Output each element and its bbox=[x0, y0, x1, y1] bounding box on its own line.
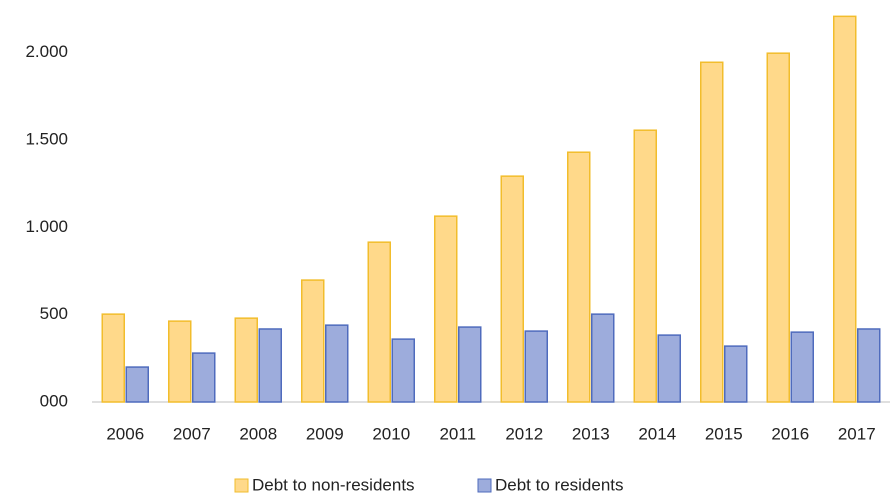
bar bbox=[633, 129, 657, 403]
legend-label: Debt to non-residents bbox=[252, 475, 415, 494]
y-tick-label: 1.000 bbox=[25, 217, 68, 236]
bar bbox=[168, 320, 192, 403]
bar bbox=[434, 215, 458, 403]
x-tick-label: 2011 bbox=[439, 424, 476, 443]
x-tick-label: 2010 bbox=[372, 424, 410, 443]
bar bbox=[125, 366, 149, 403]
x-tick-label: 2007 bbox=[173, 424, 211, 443]
x-tick-label: 2015 bbox=[705, 424, 743, 443]
x-tick-label: 2009 bbox=[306, 424, 344, 443]
bar bbox=[790, 331, 814, 403]
legend-swatch bbox=[234, 478, 249, 493]
bar bbox=[857, 328, 881, 403]
bar bbox=[700, 61, 724, 403]
bar bbox=[724, 345, 748, 403]
bar bbox=[367, 241, 391, 403]
y-tick-label: 2.000 bbox=[25, 42, 68, 61]
bar bbox=[500, 175, 524, 403]
bar bbox=[567, 151, 591, 403]
bar bbox=[524, 330, 548, 403]
bar bbox=[234, 317, 258, 403]
y-tick-label: 500 bbox=[40, 304, 68, 323]
x-tick-label: 2006 bbox=[106, 424, 144, 443]
bar bbox=[325, 324, 349, 403]
x-tick-label: 2017 bbox=[838, 424, 876, 443]
bar bbox=[833, 15, 857, 403]
x-tick-label: 2016 bbox=[771, 424, 809, 443]
bar bbox=[766, 52, 790, 403]
bar bbox=[101, 313, 125, 403]
bar bbox=[192, 352, 216, 403]
x-tick-label: 2013 bbox=[572, 424, 610, 443]
x-tick-label: 2014 bbox=[638, 424, 676, 443]
bar bbox=[591, 313, 615, 403]
y-tick-label: 000 bbox=[40, 391, 68, 410]
x-tick-label: 2008 bbox=[239, 424, 277, 443]
y-tick-label: 1.500 bbox=[25, 129, 68, 148]
bar bbox=[391, 338, 415, 403]
legend-label: Debt to residents bbox=[495, 475, 624, 494]
bar bbox=[458, 326, 482, 403]
bar bbox=[301, 279, 325, 403]
bar bbox=[258, 328, 282, 403]
legend-swatch bbox=[477, 478, 492, 493]
x-tick-label: 2012 bbox=[505, 424, 543, 443]
bar bbox=[657, 334, 681, 403]
